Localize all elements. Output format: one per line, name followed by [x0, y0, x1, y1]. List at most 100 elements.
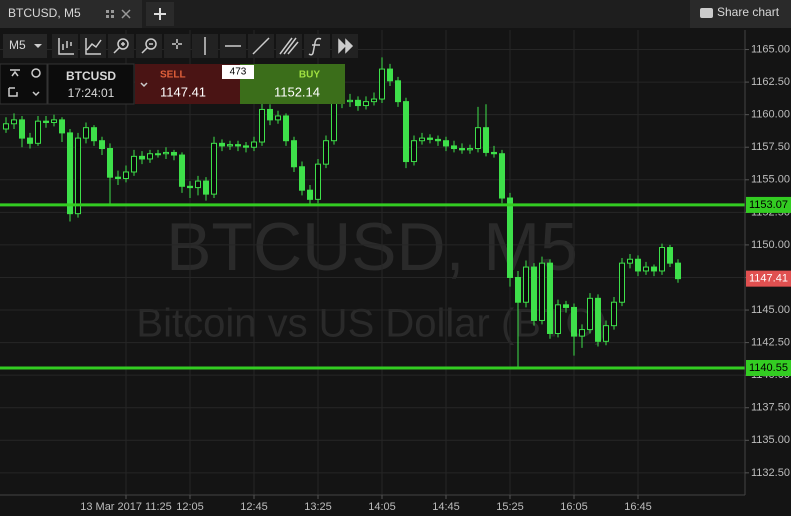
level-label: 1153.07: [749, 199, 788, 211]
plus-icon: [154, 8, 166, 20]
y-tick-label: 1132.50: [751, 467, 790, 479]
candle-body: [435, 138, 441, 142]
search-icon: [31, 68, 41, 78]
sell-price: 1147.41: [160, 84, 206, 99]
candle-body: [603, 325, 609, 342]
candle-body: [203, 180, 209, 195]
candle-body: [467, 148, 473, 151]
candle-body: [347, 99, 353, 103]
candle-body: [99, 140, 105, 150]
y-tick-label: 1142.50: [751, 337, 790, 349]
candle-body: [51, 119, 57, 123]
candle-body: [3, 123, 9, 130]
candle-body: [539, 262, 545, 321]
candle-body: [571, 306, 577, 337]
candle-body: [219, 142, 225, 147]
candle-body: [355, 99, 361, 107]
candle-body: [667, 247, 673, 264]
candle-body: [155, 153, 161, 156]
candle-body: [171, 151, 177, 156]
tool[interactable]: [108, 34, 134, 58]
candle-body: [611, 301, 617, 327]
candle-body: [531, 266, 537, 321]
candle-body: [651, 266, 657, 272]
candle-body: [443, 140, 449, 147]
candle-body: [259, 108, 265, 143]
tab-icon[interactable]: [106, 10, 114, 18]
last-price-tag: [746, 270, 791, 287]
candle-body: [547, 262, 553, 334]
candle-body: [363, 101, 369, 107]
candle-body: [555, 304, 561, 334]
candle-body: [123, 171, 129, 179]
y-tick-label: 1150.00: [751, 239, 790, 251]
candle-body: [35, 120, 41, 144]
buy-button[interactable]: [240, 64, 345, 104]
candle-body: [211, 142, 217, 195]
candle-body: [227, 144, 233, 147]
tool[interactable]: [304, 34, 330, 58]
candle-body: [275, 115, 281, 121]
toolbar-icons: [52, 34, 358, 58]
candle-body: [659, 247, 665, 272]
candle-body: [643, 266, 649, 272]
tab-title: BTCUSD, M5: [8, 6, 81, 20]
candle-body: [507, 197, 513, 278]
candle-body: [11, 119, 17, 125]
x-tick-label: 13:25: [304, 501, 332, 513]
level-label: 1140.55: [749, 362, 788, 374]
tool[interactable]: [136, 34, 162, 58]
candle-body: [427, 137, 433, 140]
candle-body: [235, 144, 241, 147]
candle-body: [619, 262, 625, 303]
y-tick-label: 1155.00: [751, 174, 790, 186]
candle-body: [459, 148, 465, 151]
candle-body: [315, 163, 321, 200]
chevron: [32, 91, 40, 97]
candle-body: [419, 137, 425, 142]
y-tick-label: 1135.00: [751, 434, 790, 446]
candle-body: [379, 68, 385, 100]
candle-body: [59, 119, 65, 134]
x-tick-label: 12:45: [240, 501, 268, 513]
panel-icons[interactable]: [0, 63, 48, 105]
candle-body: [515, 276, 521, 303]
candle-body: [595, 297, 601, 342]
x-tick-label: 16:05: [560, 501, 588, 513]
last-price-label: 1147.41: [749, 273, 788, 285]
x-tick-label: 16:45: [624, 501, 652, 513]
candle-body: [267, 108, 273, 121]
dropdown-arrow: [34, 44, 42, 48]
camera-icon: [700, 8, 713, 18]
candle-body: [187, 185, 193, 189]
candle-body: [675, 262, 681, 280]
tab[interactable]: [0, 0, 142, 28]
x-tick-label: 14:45: [432, 501, 460, 513]
candle-body: [387, 68, 393, 82]
candle-body: [243, 145, 249, 148]
candle-body: [43, 120, 49, 123]
x-tick-label: 12:05: [176, 501, 204, 513]
candle-body: [179, 154, 185, 187]
candle-body: [251, 141, 257, 148]
spread: 473: [230, 67, 247, 78]
x-tick-label: 14:05: [368, 501, 396, 513]
panel-icon: [8, 69, 20, 97]
candle-body: [195, 180, 201, 189]
close-tab[interactable]: [121, 9, 131, 19]
trade-panel: BTCUSD 17:24:01 SELL 1147.41 BUY 1152.14…: [0, 63, 345, 105]
candle-body: [67, 132, 73, 215]
candle-body: [331, 102, 337, 142]
y-tick-label: 1165.00: [751, 43, 790, 55]
tool[interactable]: [276, 34, 302, 58]
axes: 1132.501135.001137.501140.001142.501145.…: [80, 43, 791, 513]
x-tick-label: 13 Mar 2017 11:25: [80, 501, 172, 513]
candle-body: [299, 166, 305, 191]
y-tick-label: 1160.00: [751, 109, 790, 121]
candle-body: [75, 137, 81, 215]
candle-body: [147, 153, 153, 160]
candle-body: [115, 176, 121, 179]
candle-body: [323, 140, 329, 165]
